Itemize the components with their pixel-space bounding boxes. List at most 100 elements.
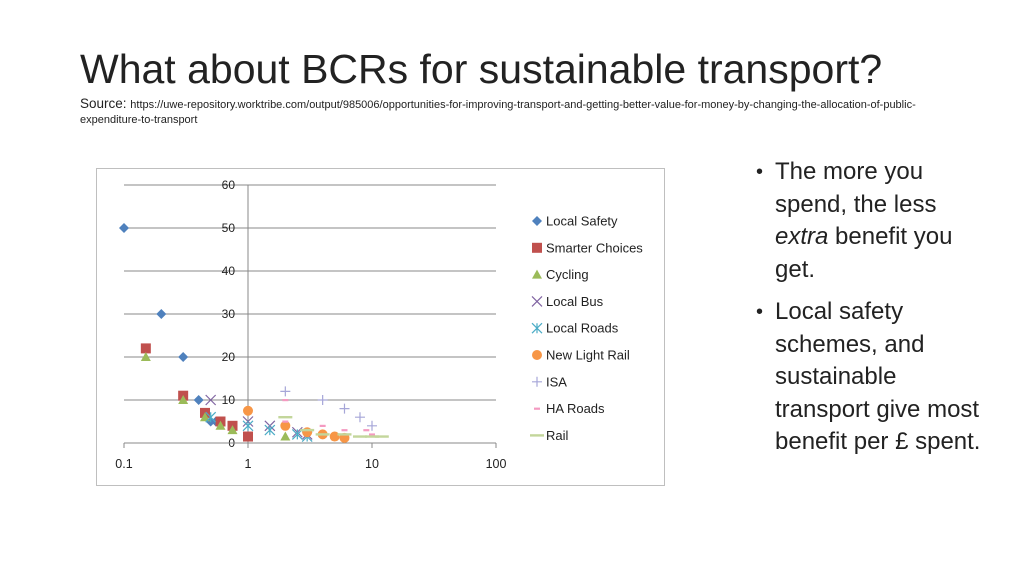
y-tick-label: 40 <box>222 264 236 278</box>
legend-item: Cycling <box>532 267 589 282</box>
data-point <box>242 420 254 432</box>
legend-marker <box>530 434 544 437</box>
legend-label: HA Roads <box>546 401 605 416</box>
legend-label: Local Roads <box>546 321 619 336</box>
y-tick-label: 10 <box>222 393 236 407</box>
legend-label: Local Safety <box>546 214 618 229</box>
legend-label: Smarter Choices <box>546 240 643 255</box>
bullet-dot-icon: • <box>756 301 764 323</box>
legend-item: Local Roads <box>531 321 619 336</box>
data-point <box>140 343 151 354</box>
x-tick-label: 10 <box>365 457 379 471</box>
data-point <box>178 395 189 404</box>
data-point <box>282 420 289 423</box>
data-point <box>227 425 238 435</box>
data-point <box>280 420 291 431</box>
series-new-light-rail <box>243 405 350 443</box>
data-point <box>178 352 189 362</box>
bullet-list: • The more you spend, the less extra bene… <box>756 156 986 469</box>
data-point <box>156 309 167 319</box>
data-point <box>339 403 350 414</box>
series-smarter-choices <box>140 343 253 442</box>
scatter-chart: 0 10 20 30 40 50 60 0.1 1 10 100 Local Safety Smart… <box>96 168 665 486</box>
data-point <box>315 433 330 436</box>
data-point <box>278 416 293 419</box>
slide-title: What about BCRs for sustainable transpor… <box>80 46 883 92</box>
data-point <box>317 395 328 405</box>
chart-legend: Local Safety Smarter Choices Cycling Local … <box>530 214 643 443</box>
bullet-item-spend: • The more you spend, the less extra bene… <box>756 156 986 286</box>
legend-label: Local Bus <box>546 294 604 309</box>
bullet-item-local-safety: • Local safety schemes, and sustainable t… <box>756 296 986 459</box>
bullet-text-part: The more you spend, the less <box>775 158 937 218</box>
data-point <box>264 424 276 436</box>
series-isa <box>280 386 377 431</box>
legend-marker <box>531 295 543 307</box>
y-tick-label: 60 <box>222 178 236 192</box>
legend-marker <box>532 269 542 279</box>
y-tick-label: 50 <box>222 221 236 235</box>
series-cycling <box>140 352 291 441</box>
data-point <box>282 399 289 402</box>
legend-label: ISA <box>546 374 567 389</box>
legend-item: Rail <box>530 428 569 443</box>
data-point <box>300 428 315 432</box>
legend-marker <box>534 407 540 410</box>
legend-item: ISA <box>532 374 567 389</box>
legend-marker <box>532 242 542 253</box>
data-point <box>215 420 226 430</box>
data-point <box>199 412 210 422</box>
data-point <box>140 352 151 361</box>
legend-label: Rail <box>546 428 569 443</box>
source-citation: Source: https://uwe-repository.worktribe… <box>80 96 960 128</box>
data-point <box>193 395 204 405</box>
series-local-safety <box>119 223 221 427</box>
x-tick-label: 0.1 <box>115 457 132 471</box>
legend-label: New Light Rail <box>546 348 630 363</box>
legend-item: Local Safety <box>532 214 618 229</box>
legend-marker <box>532 350 542 360</box>
data-point <box>365 435 379 438</box>
legend-marker <box>532 216 542 226</box>
data-point <box>341 429 348 432</box>
data-point <box>243 431 253 442</box>
x-tick-label: 1 <box>245 457 252 471</box>
data-point <box>280 431 291 441</box>
data-point <box>354 412 365 423</box>
data-point <box>337 433 352 436</box>
bullet-text-part: benefit you get. <box>775 223 953 283</box>
legend-item: HA Roads <box>534 401 605 416</box>
data-point <box>205 411 217 423</box>
data-point <box>119 223 129 233</box>
legend-label: Cycling <box>546 267 589 282</box>
y-tick-label: 20 <box>222 350 236 364</box>
gridlines <box>124 184 496 401</box>
bullet-text-part: Local safety schemes, and sustainable tr… <box>775 298 981 455</box>
legend-item: Smarter Choices <box>532 240 643 255</box>
data-point <box>319 424 326 427</box>
data-point <box>205 394 217 406</box>
data-point <box>280 386 291 397</box>
data-point <box>352 435 367 438</box>
data-point <box>302 427 313 438</box>
data-points <box>119 223 389 443</box>
y-tick-label: 30 <box>222 307 236 321</box>
bullet-dot-icon: • <box>756 161 764 183</box>
data-point <box>367 420 377 431</box>
bullet-emphasis: extra <box>775 223 829 250</box>
data-point <box>243 405 253 416</box>
legend-item: Local Bus <box>531 294 604 309</box>
data-point <box>374 435 389 438</box>
legend-marker <box>532 376 542 387</box>
data-point <box>329 431 340 442</box>
series-ha-roads <box>282 399 375 436</box>
source-label: Source: <box>80 96 131 111</box>
x-tick-label: 100 <box>486 457 507 471</box>
source-url[interactable]: https://uwe-repository.worktribe.com/out… <box>80 99 916 126</box>
legend-marker <box>531 322 543 334</box>
series-rail <box>278 416 389 438</box>
legend-item: New Light Rail <box>532 348 630 363</box>
data-point <box>363 429 370 432</box>
